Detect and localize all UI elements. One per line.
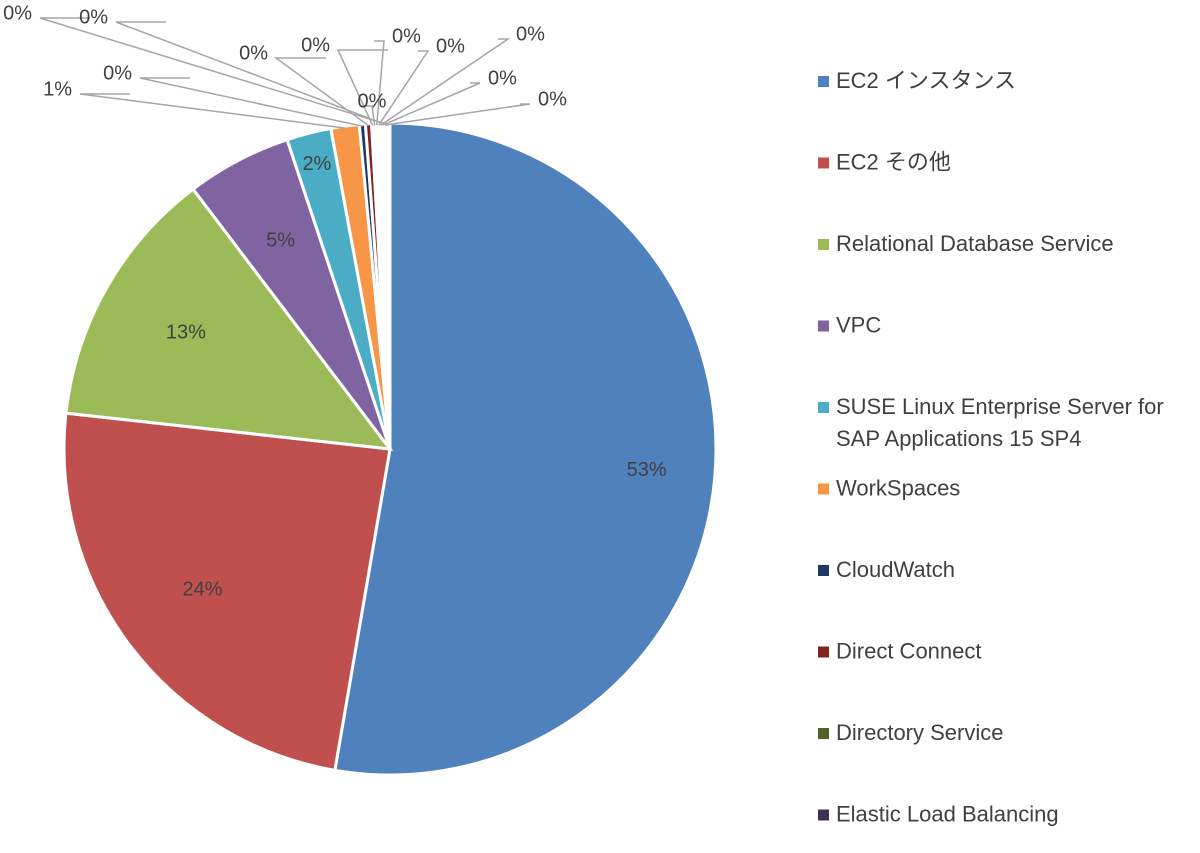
leader-line-8 <box>273 57 370 127</box>
pie-slice-2 <box>62 411 392 773</box>
legend-swatch-4 <box>818 320 829 332</box>
data-label-17: 0% <box>3 2 32 24</box>
legend-swatch-8 <box>818 646 829 658</box>
data-label-9: 0% <box>301 34 330 56</box>
legend-label-4: VPC <box>836 312 881 337</box>
leader-lines <box>39 17 531 129</box>
data-label-6: 1% <box>43 78 72 100</box>
data-label-12: 0% <box>436 35 465 57</box>
legend: EC2 インスタンス EC2 その他 Relational Database Ser… <box>818 68 1164 826</box>
leader-line-7 <box>139 77 363 127</box>
data-label-16: 0% <box>79 6 108 28</box>
leader-line-11 <box>374 40 385 126</box>
data-label-8: 0% <box>239 42 268 64</box>
legend-label-8: Direct Connect <box>836 638 982 663</box>
data-label-14: 0% <box>488 67 517 89</box>
legend-swatch-9 <box>818 728 829 739</box>
legend-swatch-2 <box>818 157 829 169</box>
leader-line-16 <box>115 21 388 126</box>
legend-label-5: SUSE Linux Enterprise Server for SAP Appl… <box>836 394 1164 451</box>
legend-swatch-3 <box>818 239 829 250</box>
data-label-1: 53% <box>627 459 667 481</box>
pie-slices <box>62 121 718 777</box>
data-label-5: 2% <box>302 153 331 175</box>
leader-line-17 <box>39 17 390 126</box>
legend-label-6: WorkSpaces <box>836 475 960 500</box>
legend-label-2: EC2 その他 <box>836 149 951 174</box>
data-label-3: 13% <box>166 321 206 343</box>
data-label-4: 5% <box>266 230 295 252</box>
data-labels: 53% 24% 13% 5% 2% 1% 0% 0% 0% 0% 0% 0% 0% 0% 0% 0% 0% <box>3 2 667 600</box>
legend-swatch-10 <box>818 809 829 821</box>
legend-label-9: Directory Service <box>836 720 1003 745</box>
data-label-15: 0% <box>538 88 567 110</box>
pie-slice-3 <box>64 187 394 451</box>
legend-label-10: Elastic Load Balancing <box>836 801 1059 826</box>
legend-label-7: CloudWatch <box>836 557 955 582</box>
leader-line-9 <box>336 49 388 126</box>
legend-swatch-5 <box>818 402 829 413</box>
data-label-2: 24% <box>182 578 222 600</box>
leader-line-6 <box>79 93 346 129</box>
data-label-10: 0% <box>358 90 387 112</box>
data-label-7: 0% <box>103 62 132 84</box>
pie-slice-1 <box>333 121 718 777</box>
legend-swatch-6 <box>818 483 829 495</box>
pie-slice-17 <box>386 121 392 450</box>
legend-swatch-7 <box>818 565 829 576</box>
legend-swatch-1 <box>818 76 829 87</box>
legend-label-1: EC2 インスタンス <box>836 68 1016 93</box>
leader-line-14 <box>382 82 481 126</box>
leader-line-12 <box>378 50 430 126</box>
leader-line-15 <box>384 103 531 126</box>
leader-line-13 <box>380 38 511 126</box>
leader-line-10 <box>362 105 376 126</box>
legend-label-3: Relational Database Service <box>836 231 1114 256</box>
data-label-13: 0% <box>516 23 545 45</box>
data-label-11: 0% <box>392 25 421 47</box>
